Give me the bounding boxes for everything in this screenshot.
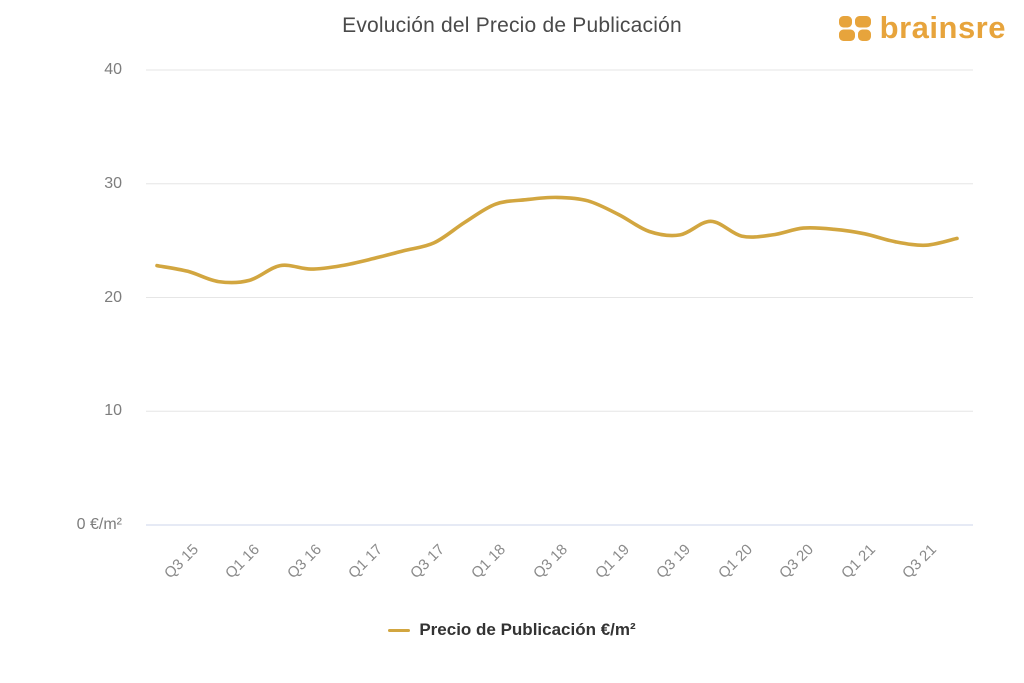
y-tick-label: 40 <box>104 61 122 78</box>
chart-title: Evolución del Precio de Publicación <box>342 14 682 37</box>
legend-label: Precio de Publicación €/m² <box>419 620 636 639</box>
y-tick-label: 10 <box>104 402 122 420</box>
y-tick-label: 0 €/m² <box>76 516 122 533</box>
brainsre-logo-icon <box>838 15 871 41</box>
brainsre-logo: brainsre <box>837 10 1006 46</box>
y-tick-label: 30 <box>104 174 122 192</box>
y-tick-label: 20 <box>104 288 122 306</box>
legend[interactable]: Precio de Publicación €/m² <box>0 620 1024 640</box>
legend-line-swatch <box>388 628 411 632</box>
brainsre-logo-text: brainsre <box>879 10 1006 45</box>
price-series-line[interactable] <box>155 195 959 285</box>
